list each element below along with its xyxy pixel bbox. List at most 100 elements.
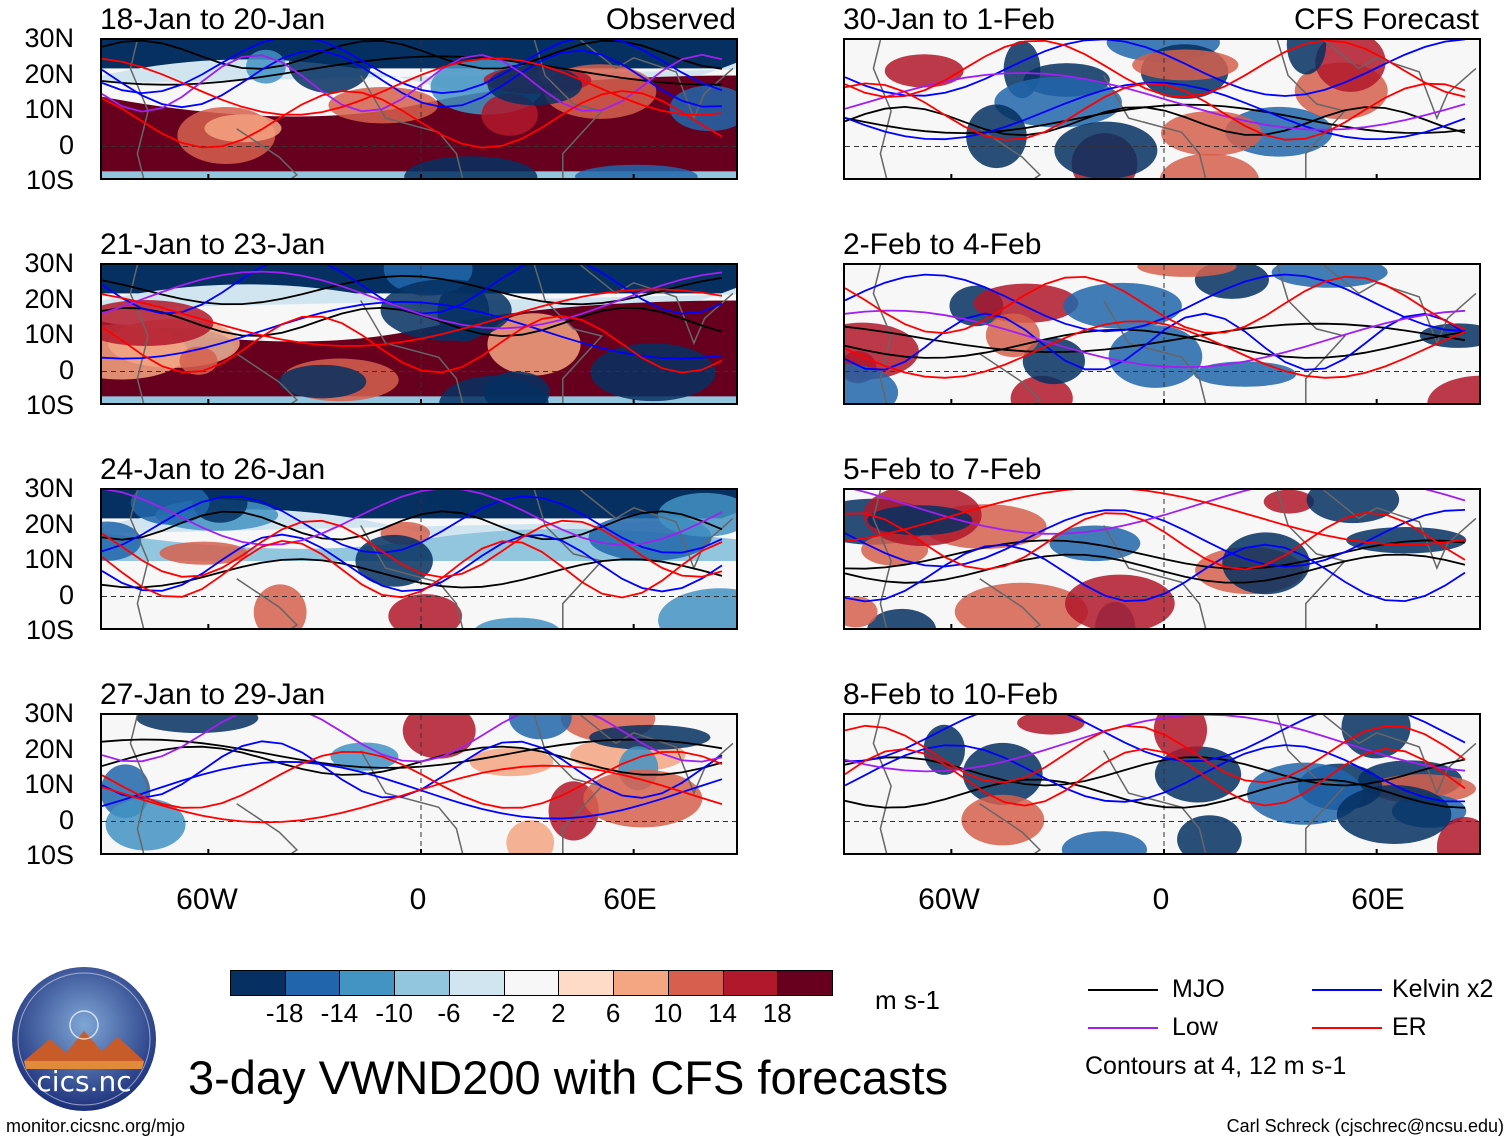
kelvin-contour [845,81,1466,141]
mjo-contour [102,510,723,541]
coastline [872,40,892,178]
field-blob [1160,111,1263,156]
colorbar-swatch [613,970,669,996]
mjo-contour [102,738,723,769]
field-blob [1049,525,1141,562]
field-blob [278,364,367,399]
coastline [360,300,464,403]
y-tick-label: 10N [24,544,74,574]
field-blob [845,322,919,380]
field-blob [487,65,583,106]
low-contour [102,715,723,763]
field-blob [102,521,142,561]
field-southern-edge [102,396,736,403]
field-blob [1263,490,1315,514]
field-blob [1436,816,1479,853]
mjo-contour [845,103,1466,135]
colorbar-tick-label: -10 [375,998,413,1028]
coastline [129,715,149,853]
colorbar-swatch [284,970,341,996]
coastline [1276,40,1347,178]
field-blob [954,582,1088,628]
coastline [236,128,299,178]
legend-line-er [1312,1027,1382,1029]
coastline [872,490,892,628]
field-blob [1153,715,1208,760]
field-blob [923,724,966,775]
y-tick-label: 10N [24,319,74,349]
legend-line-kelvin [1312,989,1382,991]
field-blob [845,596,878,628]
kelvin-contour [845,312,1466,371]
low-contour [845,72,1466,131]
observed-label: Observed [605,3,736,36]
x-tick-60w-right: 60W [918,883,980,916]
colorbar-swatch [777,970,833,996]
kelvin-contour [102,49,723,109]
low-contour [845,309,1466,369]
field-blob [994,76,1122,128]
field-blob [404,156,538,178]
y-tick-label: 10S [25,390,74,420]
field-blob [1315,40,1386,92]
panel-observed-4 [100,713,738,855]
y-tick-label: 10N [24,94,74,124]
colorbar-tick-label: 18 [762,998,792,1028]
heatmap-svg [845,715,1479,853]
logo-text: cics.nc [36,1065,132,1098]
coastline [872,265,892,403]
field-blob [1108,325,1203,388]
er-contour [102,764,723,824]
mjo-contour [102,558,723,589]
y-tick-label: 0 [58,804,74,835]
panel-forecast-2 [843,263,1481,405]
panel-title-1: 18-Jan to 20-Jan [100,3,326,36]
heatmap-svg [845,490,1479,628]
colorbar-swatch [722,970,779,996]
panel-title-3: 24-Jan to 26-Jan [100,453,326,486]
y-tick-label: 30N [24,473,74,503]
y-tick-label: 30N [24,248,74,278]
field-blob [508,715,572,740]
field-blob [487,313,581,376]
colorbar-tick-label: -6 [437,998,461,1028]
legend-line-mjo [1088,989,1158,991]
field-blob [1271,265,1388,288]
panel-title-4: 27-Jan to 29-Jan [100,678,326,711]
field-blob [658,588,736,628]
colorbar-swatch [448,970,505,996]
x-tick-60e-right: 60E [1351,883,1405,916]
x-tick-60e-left: 60E [603,883,657,916]
colorbar-tick-label: 14 [708,998,737,1028]
legend-label-er: ER [1392,1013,1427,1041]
legend-label-kelvin: Kelvin x2 [1392,975,1494,1003]
mjo-contour [102,55,722,86]
er-contour [845,275,1466,335]
field-blob [867,505,973,536]
field-blob [867,608,937,628]
field-blob [962,742,1043,805]
kelvin-contour [102,300,723,360]
coastline [533,265,604,403]
panel-title-2: 21-Jan to 23-Jan [100,228,326,261]
colorbar-tick-label: 10 [653,998,683,1028]
er-contour [845,747,1466,807]
kelvin-contour [102,533,723,593]
field-blob [506,820,555,853]
field-blob [469,747,554,777]
field-blob [1306,490,1400,524]
panel-forecast-3 [843,488,1481,630]
coastline [236,353,299,403]
er-contour [845,320,1466,379]
kelvin-contour [845,744,1465,803]
colorbar-swatch [667,970,724,996]
colorbar-swatch [394,970,450,996]
field-blob [1194,361,1297,387]
y-tick-label: 30N [24,23,74,53]
low-contour [102,270,723,330]
field-blob [1346,527,1467,554]
field-blob [130,490,210,525]
mjo-contour [845,539,1466,570]
kelvin-contour [102,40,723,95]
panel-forecast-4 [843,713,1481,855]
